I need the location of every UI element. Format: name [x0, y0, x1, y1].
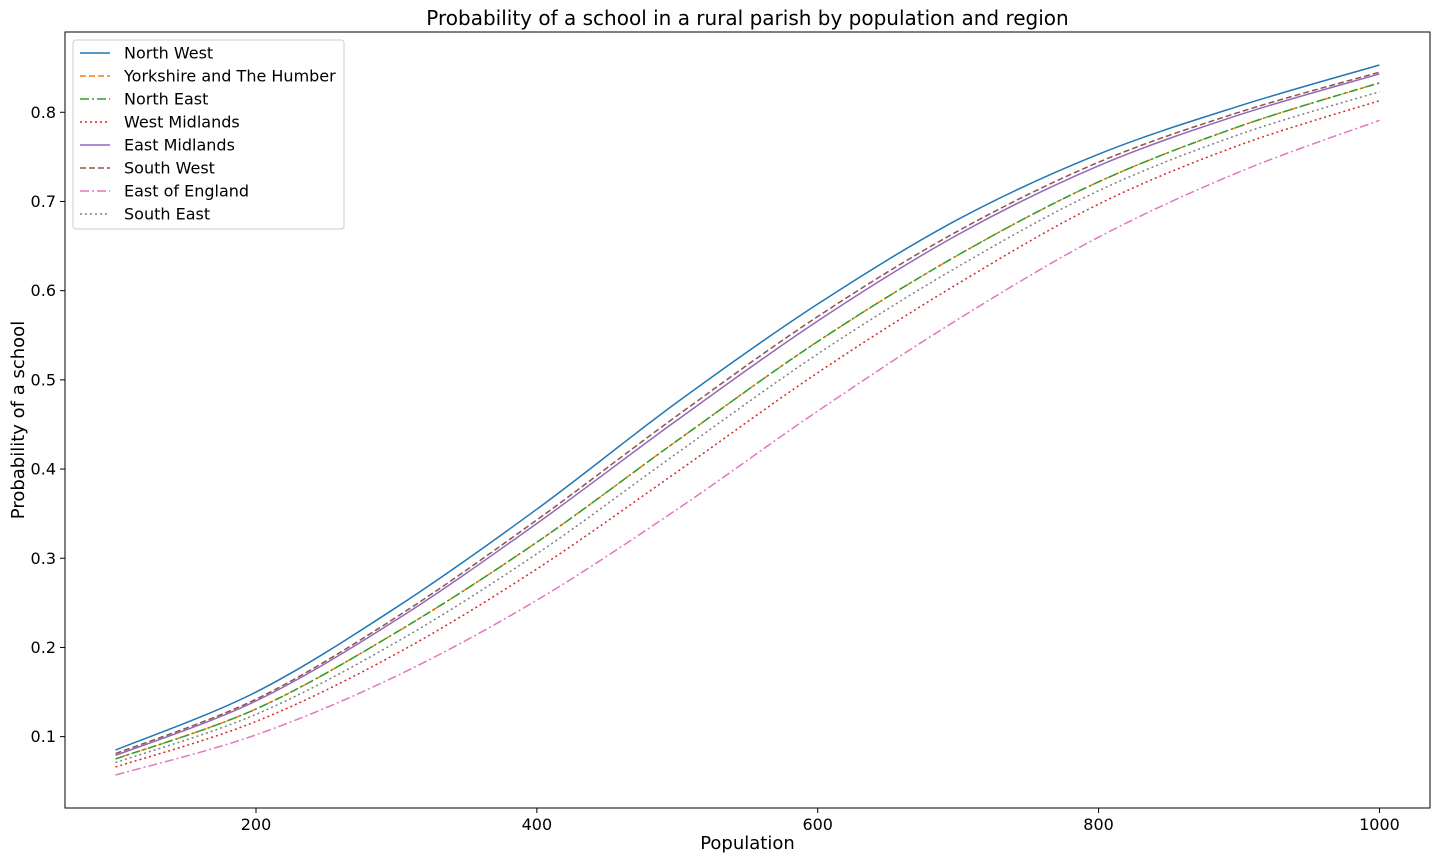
legend-box	[72, 39, 345, 230]
plot-frame	[64, 31, 1431, 809]
legend-label-6: East of England	[124, 182, 249, 201]
x-axis-ticks: 200 400 600 800 1000	[241, 808, 1400, 834]
legend-label-1: Yorkshire and The Humber	[123, 67, 336, 86]
x-tick-label: 400	[522, 815, 553, 834]
legend-label-7: South East	[124, 205, 210, 224]
y-tick-label: 0.7	[31, 192, 56, 211]
legend-label-4: East Midlands	[124, 136, 235, 155]
series-line-0	[115, 64, 1380, 751]
x-tick-label: 200	[241, 815, 272, 834]
y-tick-label: 0.5	[31, 370, 56, 389]
y-tick-label: 0.3	[31, 549, 56, 568]
y-tick-label: 0.2	[31, 638, 56, 657]
series-line-4	[115, 73, 1380, 757]
series-line-1	[115, 82, 1380, 760]
y-tick-label: 0.6	[31, 281, 56, 300]
y-tick-label: 0.8	[31, 103, 56, 122]
x-axis-label: Population	[700, 833, 795, 854]
legend-label-3: West Midlands	[124, 113, 240, 132]
legend-label-5: South West	[124, 159, 215, 178]
series-line-3	[115, 99, 1380, 768]
x-tick-label: 800	[1083, 815, 1114, 834]
series-line-5	[115, 71, 1380, 755]
series-line-6	[115, 119, 1380, 776]
x-tick-label: 1000	[1359, 815, 1400, 834]
legend-label-0: North West	[124, 44, 213, 63]
chart-title: Probability of a school in a rural paris…	[426, 6, 1068, 30]
series-line-7	[115, 91, 1380, 764]
y-axis-label: Probability of a school	[8, 321, 29, 519]
y-axis-ticks: 0.1 0.2 0.3 0.4 0.5 0.6 0.7 0.8	[31, 103, 65, 746]
x-tick-label: 600	[802, 815, 833, 834]
y-tick-label: 0.4	[31, 460, 56, 479]
y-tick-label: 0.1	[31, 727, 56, 746]
legend-label-2: North East	[124, 90, 208, 109]
series-layer	[115, 64, 1380, 776]
legend: North West Yorkshire and The Humber North …	[72, 39, 345, 230]
